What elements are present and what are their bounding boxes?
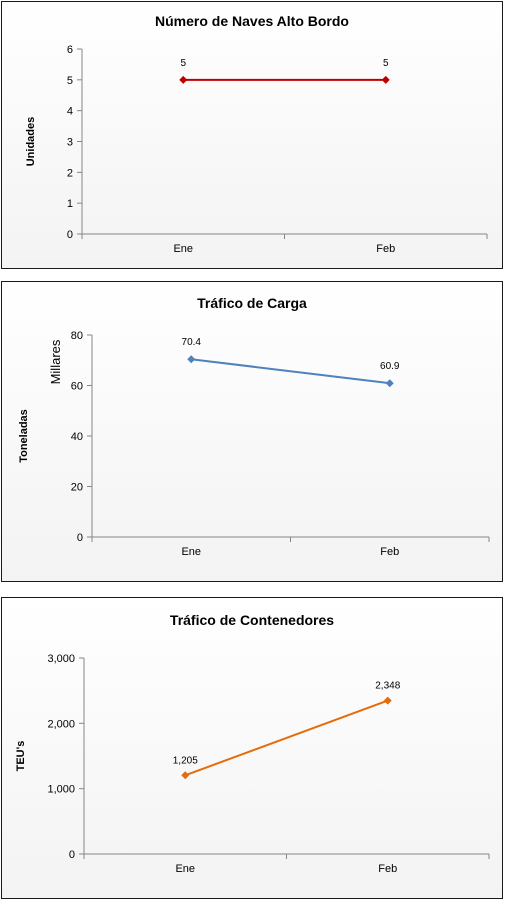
series-line <box>184 699 389 777</box>
chart-title: Número de Naves Alto Bordo <box>155 13 349 29</box>
x-tick-label: Ene <box>181 546 201 558</box>
y-tick-label: 0 <box>67 229 73 241</box>
chart-panel-naves: Número de Naves Alto Bordo Unidades 0 1 2 3 4 5… <box>1 1 503 269</box>
data-label: 60.9 <box>380 361 400 372</box>
data-point <box>179 75 188 84</box>
data-label: 70.4 <box>182 337 202 348</box>
y-tick-label: 1,000 <box>47 784 75 796</box>
y-tick-label: 3,000 <box>47 653 75 665</box>
y-tick-label: 2,000 <box>47 718 75 730</box>
x-tick-label: Ene <box>173 243 193 255</box>
data-label: 5 <box>383 58 389 69</box>
chart-naves: Número de Naves Alto Bordo Unidades 0 1 2 3 4 5… <box>25 13 488 255</box>
y-tick-label: 0 <box>77 532 83 544</box>
series-line <box>191 358 390 385</box>
x-tick-label: Feb <box>378 863 397 875</box>
data-point <box>383 696 392 705</box>
y-tick-label: 80 <box>71 330 83 342</box>
data-label: 1,205 <box>173 755 198 766</box>
chart-carga: Tráfico de Carga Toneladas Millares 0 20 40 60… <box>18 295 490 558</box>
data-label: 2,348 <box>375 681 400 692</box>
x-tick-label: Feb <box>380 546 399 558</box>
y-axis-unit-label: Millares <box>48 339 63 384</box>
y-axis-label: TEU's <box>15 741 27 772</box>
y-tick-label: 1 <box>67 198 73 210</box>
chart-title: Tráfico de Carga <box>197 295 307 311</box>
chart-panel-carga: Tráfico de Carga Toneladas Millares 0 20 40 60… <box>1 281 503 582</box>
data-label: 5 <box>180 58 186 69</box>
chart-panel-contenedores: Tráfico de Contenedores TEU's 0 1,000 2,000 3… <box>1 597 503 899</box>
y-tick-label: 5 <box>67 75 73 87</box>
data-point <box>385 379 394 388</box>
chart-title: Tráfico de Contenedores <box>170 612 334 628</box>
data-point <box>187 355 196 364</box>
y-tick-label: 20 <box>71 482 83 494</box>
y-tick-label: 40 <box>71 431 83 443</box>
y-tick-label: 2 <box>67 167 73 179</box>
y-axis-label: Toneladas <box>18 409 30 463</box>
data-point <box>181 771 190 780</box>
chart-contenedores: Tráfico de Contenedores TEU's 0 1,000 2,000 3… <box>15 612 490 875</box>
x-tick-label: Ene <box>175 863 195 875</box>
y-tick-label: 4 <box>67 106 73 118</box>
x-tick-label: Feb <box>376 243 395 255</box>
y-tick-label: 3 <box>67 137 73 149</box>
data-point <box>381 75 390 84</box>
y-tick-label: 6 <box>67 44 73 56</box>
y-axis-label: Unidades <box>25 117 37 167</box>
y-tick-label: 60 <box>71 381 83 393</box>
y-tick-label: 0 <box>69 849 75 861</box>
